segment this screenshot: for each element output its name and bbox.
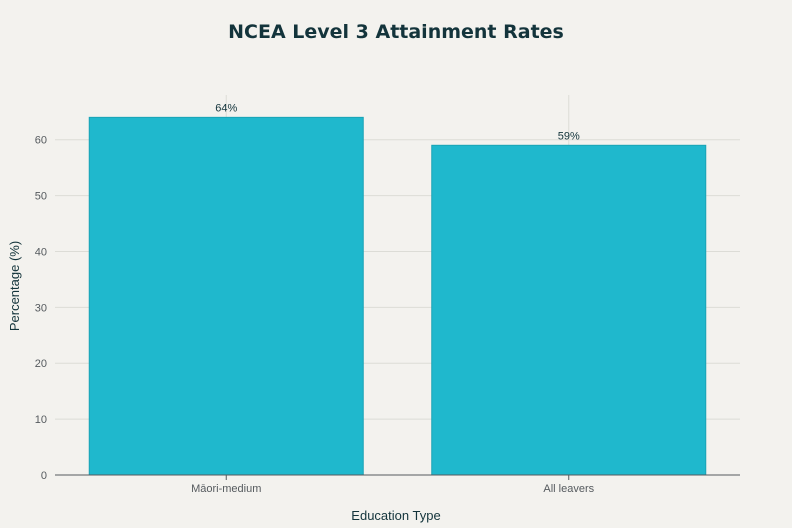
y-tick-label-60: 60 (35, 135, 47, 147)
y-tick-label-10: 10 (35, 414, 47, 426)
chart-title: NCEA Level 3 Attainment Rates (228, 21, 564, 43)
y-tick-label-0: 0 (41, 470, 47, 482)
x-tick-label-1: All leavers (543, 483, 594, 495)
x-axis-ticks: Māori-medium All leavers (191, 475, 595, 495)
x-axis-title: Education Type (351, 508, 440, 523)
bar-1[interactable] (431, 144, 707, 476)
data-label-1: 59% (558, 130, 580, 142)
y-tick-label-40: 40 (35, 246, 47, 258)
x-tick-label-0: Māori-medium (191, 483, 261, 495)
y-tick-label-50: 50 (35, 191, 47, 203)
y-axis-title: Percentage (%) (7, 241, 22, 331)
y-axis-ticks: 0 10 20 30 40 50 60 (35, 135, 47, 482)
bar-0[interactable] (88, 116, 364, 476)
data-labels: 64% 59% (215, 102, 580, 142)
data-label-0: 64% (215, 102, 237, 114)
y-tick-label-20: 20 (35, 358, 47, 370)
y-tick-label-30: 30 (35, 302, 47, 314)
bars (88, 116, 707, 476)
